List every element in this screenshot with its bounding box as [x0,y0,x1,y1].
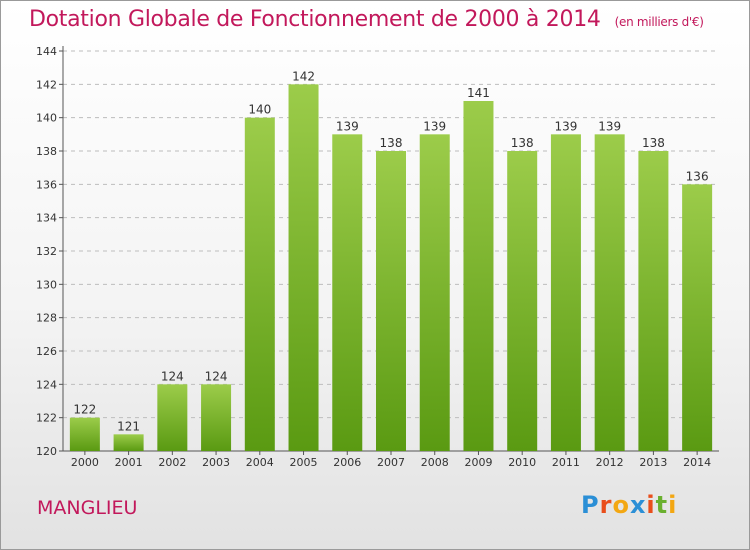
bar-value-label: 138 [642,136,665,150]
x-tick-label: 2006 [333,456,361,469]
bar-value-label: 122 [73,403,96,417]
bar [244,117,275,452]
x-tick-label: 2013 [639,456,667,469]
bar [682,184,713,452]
x-tick-label: 2014 [683,456,711,469]
bar [507,151,538,451]
logo-letter: t [655,491,669,519]
logo-letter: o [612,491,630,519]
logo-letter: P [581,491,600,519]
y-tick-label: 126 [36,345,57,358]
logo-letter: x [629,491,647,519]
y-tick-label: 132 [36,245,57,258]
y-tick-label: 140 [36,112,57,125]
y-tick-label: 136 [36,178,57,191]
bar-value-label: 136 [686,169,709,183]
bar [376,151,406,451]
y-tick-label: 144 [36,45,57,58]
bar-value-label: 124 [205,369,228,383]
y-tick-label: 120 [36,445,57,458]
bar-value-label: 142 [292,69,315,83]
x-tick-label: 2000 [71,456,99,469]
bar-value-label: 139 [336,119,359,133]
bar-value-label: 138 [380,136,403,150]
y-tick-label: 134 [36,212,57,225]
y-tick-label: 124 [36,378,57,391]
x-tick-label: 2012 [596,456,624,469]
bar-value-label: 141 [467,86,490,100]
bar [594,134,625,452]
chart-subtitle: (en milliers d'€) [614,15,704,29]
x-tick-label: 2003 [202,456,230,469]
chart-title-text: Dotation Globale de Fonctionnement de 20… [29,7,601,32]
proxiti-logo: Proxiti [581,491,677,519]
bar-value-label: 139 [554,119,577,133]
bar-value-label: 140 [248,103,271,117]
bar-value-label: 139 [423,119,446,133]
bar [419,134,450,452]
bar [113,434,144,451]
bar [201,384,232,451]
y-tick-label: 122 [36,412,57,425]
bar [157,384,188,451]
commune-name: MANGLIEU [37,497,138,519]
x-tick-label: 2001 [115,456,143,469]
logo-letter: i [646,491,656,519]
bar-value-label: 139 [598,119,621,133]
x-tick-label: 2009 [464,456,492,469]
x-tick-label: 2002 [158,456,186,469]
x-tick-label: 2004 [246,456,274,469]
chart-title: Dotation Globale de Fonctionnement de 20… [29,7,704,32]
bar-value-label: 124 [161,369,184,383]
x-tick-label: 2007 [377,456,405,469]
logo-letter: i [668,491,678,519]
x-tick-label: 2010 [508,456,536,469]
bar [463,101,494,451]
y-tick-label: 138 [36,145,57,158]
bar-value-label: 138 [511,136,534,150]
bar-value-label: 121 [117,419,140,433]
y-tick-label: 128 [36,312,57,325]
bar [69,417,100,451]
y-tick-label: 142 [36,78,57,91]
bar [332,134,363,452]
x-tick-label: 2005 [290,456,318,469]
bar [638,151,669,451]
bar [550,134,581,452]
bar [288,84,319,451]
y-tick-label: 130 [36,278,57,291]
logo-letter: r [599,491,613,519]
x-tick-label: 2011 [552,456,580,469]
x-tick-label: 2008 [421,456,449,469]
